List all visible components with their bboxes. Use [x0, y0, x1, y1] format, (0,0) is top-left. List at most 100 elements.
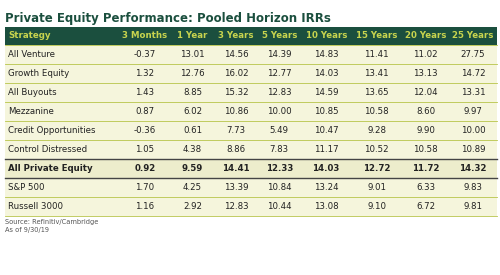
Text: Source: Refinitiv/Cambridge
As of 9/30/19: Source: Refinitiv/Cambridge As of 9/30/1…	[5, 219, 98, 233]
Bar	[5, 197, 497, 216]
Text: 12.76: 12.76	[180, 69, 205, 78]
Text: 11.17: 11.17	[314, 145, 338, 154]
Text: 1.05: 1.05	[136, 145, 154, 154]
Text: 6.33: 6.33	[416, 183, 435, 192]
Text: Strategy: Strategy	[8, 32, 50, 40]
Text: 1.32: 1.32	[136, 69, 154, 78]
Bar	[5, 27, 497, 45]
Text: 8.85: 8.85	[183, 88, 202, 97]
Bar	[5, 83, 497, 102]
Bar	[5, 178, 497, 197]
Text: 3 Months: 3 Months	[122, 32, 168, 40]
Text: 10.84: 10.84	[267, 183, 291, 192]
Text: 12.04: 12.04	[413, 88, 438, 97]
Text: 14.03: 14.03	[312, 164, 340, 173]
Text: 9.97: 9.97	[464, 107, 482, 116]
Text: 9.90: 9.90	[416, 126, 435, 135]
Text: 0.92: 0.92	[134, 164, 156, 173]
Bar	[5, 102, 497, 121]
Text: 10.47: 10.47	[314, 126, 338, 135]
Text: -0.36: -0.36	[134, 126, 156, 135]
Text: -0.37: -0.37	[134, 50, 156, 59]
Text: 14.41: 14.41	[222, 164, 250, 173]
Text: 9.83: 9.83	[464, 183, 482, 192]
Text: Credit Opportunities: Credit Opportunities	[8, 126, 96, 135]
Text: 14.59: 14.59	[314, 88, 338, 97]
Text: 7.73: 7.73	[226, 126, 246, 135]
Bar	[5, 140, 497, 159]
Bar	[5, 45, 497, 64]
Text: 15 Years: 15 Years	[356, 32, 397, 40]
Text: 10.85: 10.85	[314, 107, 338, 116]
Text: 13.41: 13.41	[364, 69, 389, 78]
Text: 10.44: 10.44	[267, 202, 291, 211]
Bar	[5, 64, 497, 83]
Text: 9.10: 9.10	[367, 202, 386, 211]
Text: Russell 3000: Russell 3000	[8, 202, 63, 211]
Text: 14.83: 14.83	[314, 50, 338, 59]
Text: 7.83: 7.83	[270, 145, 289, 154]
Text: 10.89: 10.89	[461, 145, 485, 154]
Text: 10.00: 10.00	[267, 107, 291, 116]
Text: 1.70: 1.70	[136, 183, 154, 192]
Text: 15.32: 15.32	[224, 88, 248, 97]
Text: 8.60: 8.60	[416, 107, 435, 116]
Text: 5 Years: 5 Years	[262, 32, 297, 40]
Text: 14.39: 14.39	[267, 50, 291, 59]
Text: All Venture: All Venture	[8, 50, 55, 59]
Text: 14.32: 14.32	[460, 164, 487, 173]
Text: 13.13: 13.13	[413, 69, 438, 78]
Text: 8.86: 8.86	[226, 145, 246, 154]
Text: Growth Equity: Growth Equity	[8, 69, 69, 78]
Text: 10 Years: 10 Years	[306, 32, 347, 40]
Text: 12.83: 12.83	[224, 202, 248, 211]
Text: 13.08: 13.08	[314, 202, 338, 211]
Bar	[5, 121, 497, 140]
Text: 5.49: 5.49	[270, 126, 289, 135]
Text: 1 Year: 1 Year	[178, 32, 208, 40]
Text: 11.02: 11.02	[413, 50, 438, 59]
Text: 4.25: 4.25	[183, 183, 202, 192]
Text: 10.00: 10.00	[461, 126, 485, 135]
Text: 9.81: 9.81	[464, 202, 482, 211]
Text: 13.65: 13.65	[364, 88, 389, 97]
Text: 25 Years: 25 Years	[452, 32, 494, 40]
Text: 4.38: 4.38	[183, 145, 202, 154]
Text: 1.43: 1.43	[136, 88, 154, 97]
Text: 10.58: 10.58	[413, 145, 438, 154]
Text: 2.92: 2.92	[183, 202, 202, 211]
Text: 11.41: 11.41	[364, 50, 389, 59]
Text: 3 Years: 3 Years	[218, 32, 254, 40]
Text: All Private Equity: All Private Equity	[8, 164, 92, 173]
Text: 9.59: 9.59	[182, 164, 203, 173]
Text: 1.16: 1.16	[136, 202, 154, 211]
Text: 27.75: 27.75	[461, 50, 485, 59]
Text: S&P 500: S&P 500	[8, 183, 44, 192]
Text: 12.83: 12.83	[267, 88, 291, 97]
Text: 11.72: 11.72	[412, 164, 440, 173]
Text: 13.39: 13.39	[224, 183, 248, 192]
Text: 13.31: 13.31	[461, 88, 485, 97]
Bar	[5, 159, 497, 178]
Text: 10.86: 10.86	[224, 107, 248, 116]
Text: 9.28: 9.28	[367, 126, 386, 135]
Text: Mezzanine: Mezzanine	[8, 107, 54, 116]
Text: 14.72: 14.72	[461, 69, 485, 78]
Text: 6.02: 6.02	[183, 107, 202, 116]
Text: 12.72: 12.72	[363, 164, 390, 173]
Text: 14.03: 14.03	[314, 69, 338, 78]
Text: Private Equity Performance: Pooled Horizon IRRs: Private Equity Performance: Pooled Horiz…	[5, 12, 331, 25]
Text: 0.87: 0.87	[136, 107, 154, 116]
Text: 12.77: 12.77	[267, 69, 291, 78]
Text: 14.56: 14.56	[224, 50, 248, 59]
Text: All Buyouts: All Buyouts	[8, 88, 56, 97]
Text: 20 Years: 20 Years	[405, 32, 446, 40]
Text: 9.01: 9.01	[367, 183, 386, 192]
Text: 13.24: 13.24	[314, 183, 338, 192]
Text: 16.02: 16.02	[224, 69, 248, 78]
Text: Control Distressed: Control Distressed	[8, 145, 87, 154]
Text: 13.01: 13.01	[180, 50, 205, 59]
Text: 10.58: 10.58	[364, 107, 389, 116]
Text: 10.52: 10.52	[364, 145, 389, 154]
Text: 12.33: 12.33	[266, 164, 293, 173]
